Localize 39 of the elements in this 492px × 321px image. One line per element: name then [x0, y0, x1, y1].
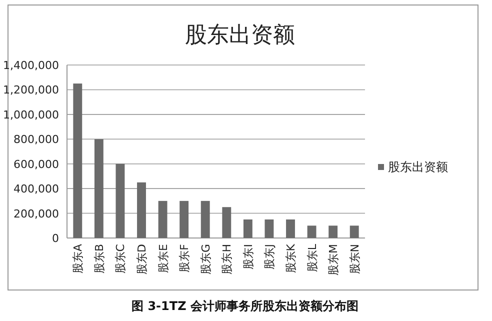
x-tick-label: 股东M: [327, 244, 340, 276]
bar: [73, 84, 82, 238]
x-tick-label: 股东F: [178, 244, 192, 272]
bar: [137, 182, 146, 238]
legend-label: 股东出资额: [388, 160, 448, 174]
x-tick-label: 股东E: [156, 244, 170, 273]
bar: [264, 219, 274, 238]
bar: [222, 207, 232, 238]
bar: [94, 139, 104, 238]
x-tick-label: 股东G: [199, 244, 212, 275]
y-tick-label: 1,000,000: [3, 108, 59, 122]
bar: [200, 200, 210, 238]
bar: [180, 200, 189, 238]
y-tick-label: 200,000: [14, 207, 59, 220]
y-tick-label: 600,000: [14, 158, 59, 171]
y-tick-label: 0: [52, 232, 59, 245]
y-tick-label: 800,000: [14, 133, 59, 146]
bar: [307, 226, 316, 238]
bar: [243, 219, 252, 238]
x-tick-label: 股东L: [306, 243, 319, 272]
bar: [158, 200, 168, 238]
y-tick-label: 1,200,000: [3, 84, 59, 97]
x-tick-label: 股东K: [284, 243, 298, 274]
bar: [286, 219, 295, 238]
x-tick-label: 股东D: [136, 244, 148, 274]
x-tick-label: 股东H: [220, 244, 234, 274]
x-tick-label: 股东N: [348, 244, 362, 274]
y-tick-label: 1,400,000: [3, 59, 59, 72]
bar: [116, 164, 125, 238]
x-tick-label: 股东B: [92, 244, 106, 274]
bar: [328, 226, 338, 238]
bar: [350, 226, 359, 238]
x-tick-label: 股东C: [114, 244, 128, 274]
x-tick-label: 股东I: [242, 244, 255, 270]
y-tick-label: 400,000: [14, 182, 59, 196]
x-tick-label: 股东A: [72, 244, 85, 274]
caption: 图 3-1TZ 会计师事务所股东出资额分布图: [132, 299, 358, 313]
x-tick-label: 股东J: [263, 244, 276, 270]
chart-title: 股东出资额: [185, 23, 295, 48]
